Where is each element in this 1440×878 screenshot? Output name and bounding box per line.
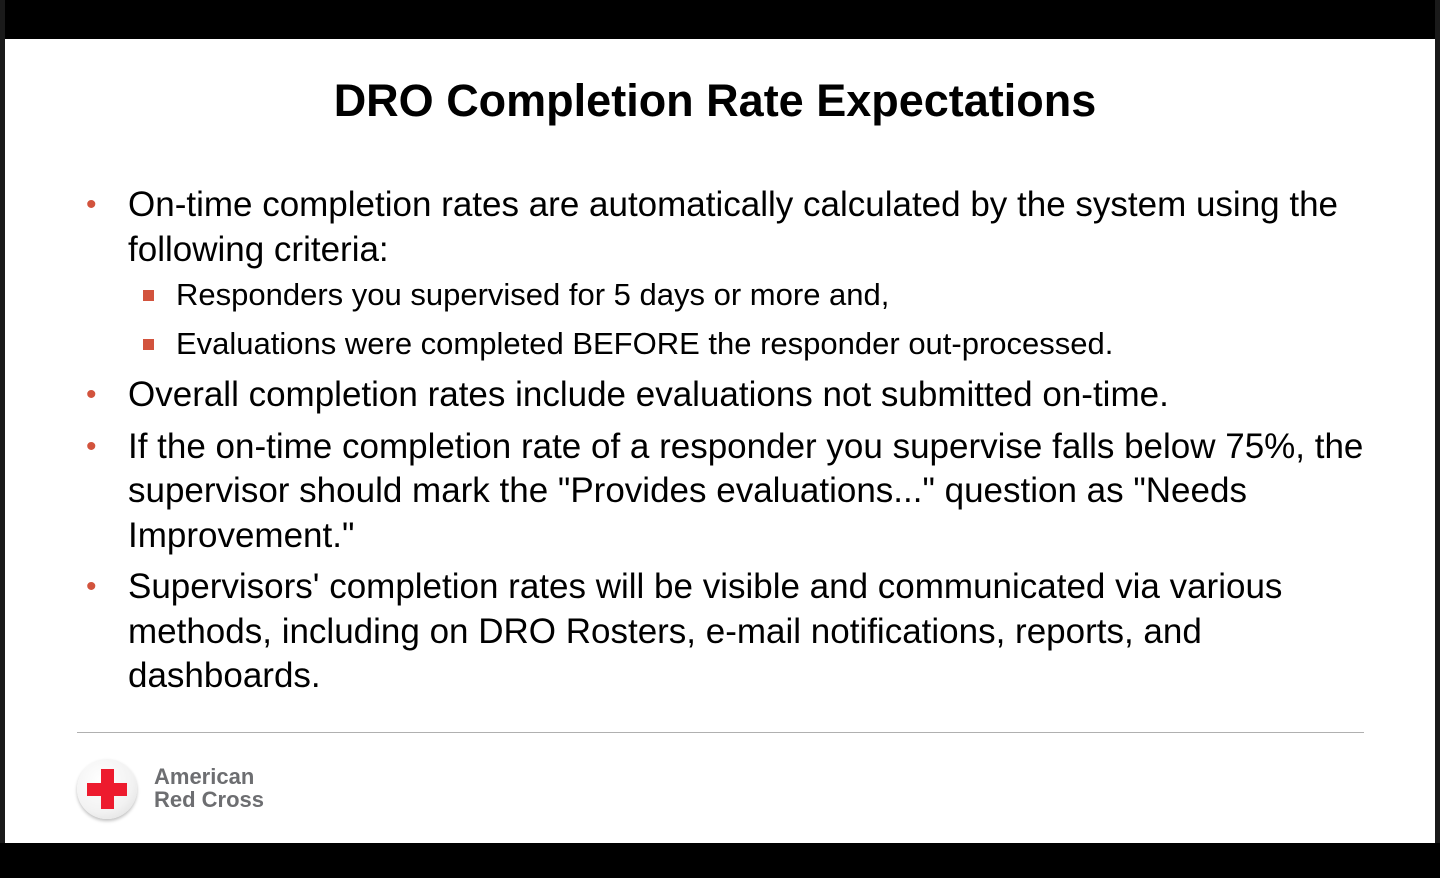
bullet-item: • On-time completion rates are automatic… (80, 183, 1370, 272)
bullet-item: • Overall completion rates include evalu… (80, 373, 1370, 418)
red-cross-icon (77, 759, 137, 819)
bullet-item: • If the on-time completion rate of a re… (80, 425, 1370, 559)
bullet-text: Overall completion rates include evaluat… (128, 375, 1169, 414)
bullet-text: Supervisors' completion rates will be vi… (128, 567, 1283, 695)
letterbox-top (0, 0, 1440, 39)
letterbox-bottom (0, 843, 1440, 878)
square-bullet-icon (143, 339, 154, 350)
bullet-icon: • (86, 188, 97, 221)
footer-divider (77, 732, 1364, 733)
bullet-icon: • (86, 378, 97, 411)
sub-bullet-text: Responders you supervised for 5 days or … (176, 277, 890, 312)
sub-bullet-item: Evaluations were completed BEFORE the re… (80, 324, 1370, 364)
bullet-icon: • (86, 429, 97, 463)
sub-bullet-text: Evaluations were completed BEFORE the re… (176, 326, 1114, 361)
slide-title: DRO Completion Rate Expectations (333, 75, 1097, 126)
square-bullet-icon (143, 290, 154, 301)
cross-horizontal (87, 783, 127, 796)
bullet-text: On-time completion rates are automatical… (128, 185, 1339, 269)
logo-wordmark: American Red Cross (154, 765, 264, 811)
letterbox-left (0, 0, 5, 878)
sub-bullet-item: Responders you supervised for 5 days or … (80, 275, 1370, 315)
logo-line1: American (154, 764, 255, 789)
red-cross-logo: American Red Cross (77, 759, 287, 823)
logo-line2: Red Cross (154, 787, 265, 812)
letterbox-right (1435, 0, 1440, 878)
slide-canvas (5, 39, 1435, 843)
bullet-text: If the on-time completion rate of a resp… (128, 426, 1364, 555)
bullet-icon: • (86, 570, 97, 603)
bullet-item: • Supervisors' completion rates will be … (80, 565, 1370, 699)
bullet-list: • On-time completion rates are automatic… (80, 183, 1370, 706)
